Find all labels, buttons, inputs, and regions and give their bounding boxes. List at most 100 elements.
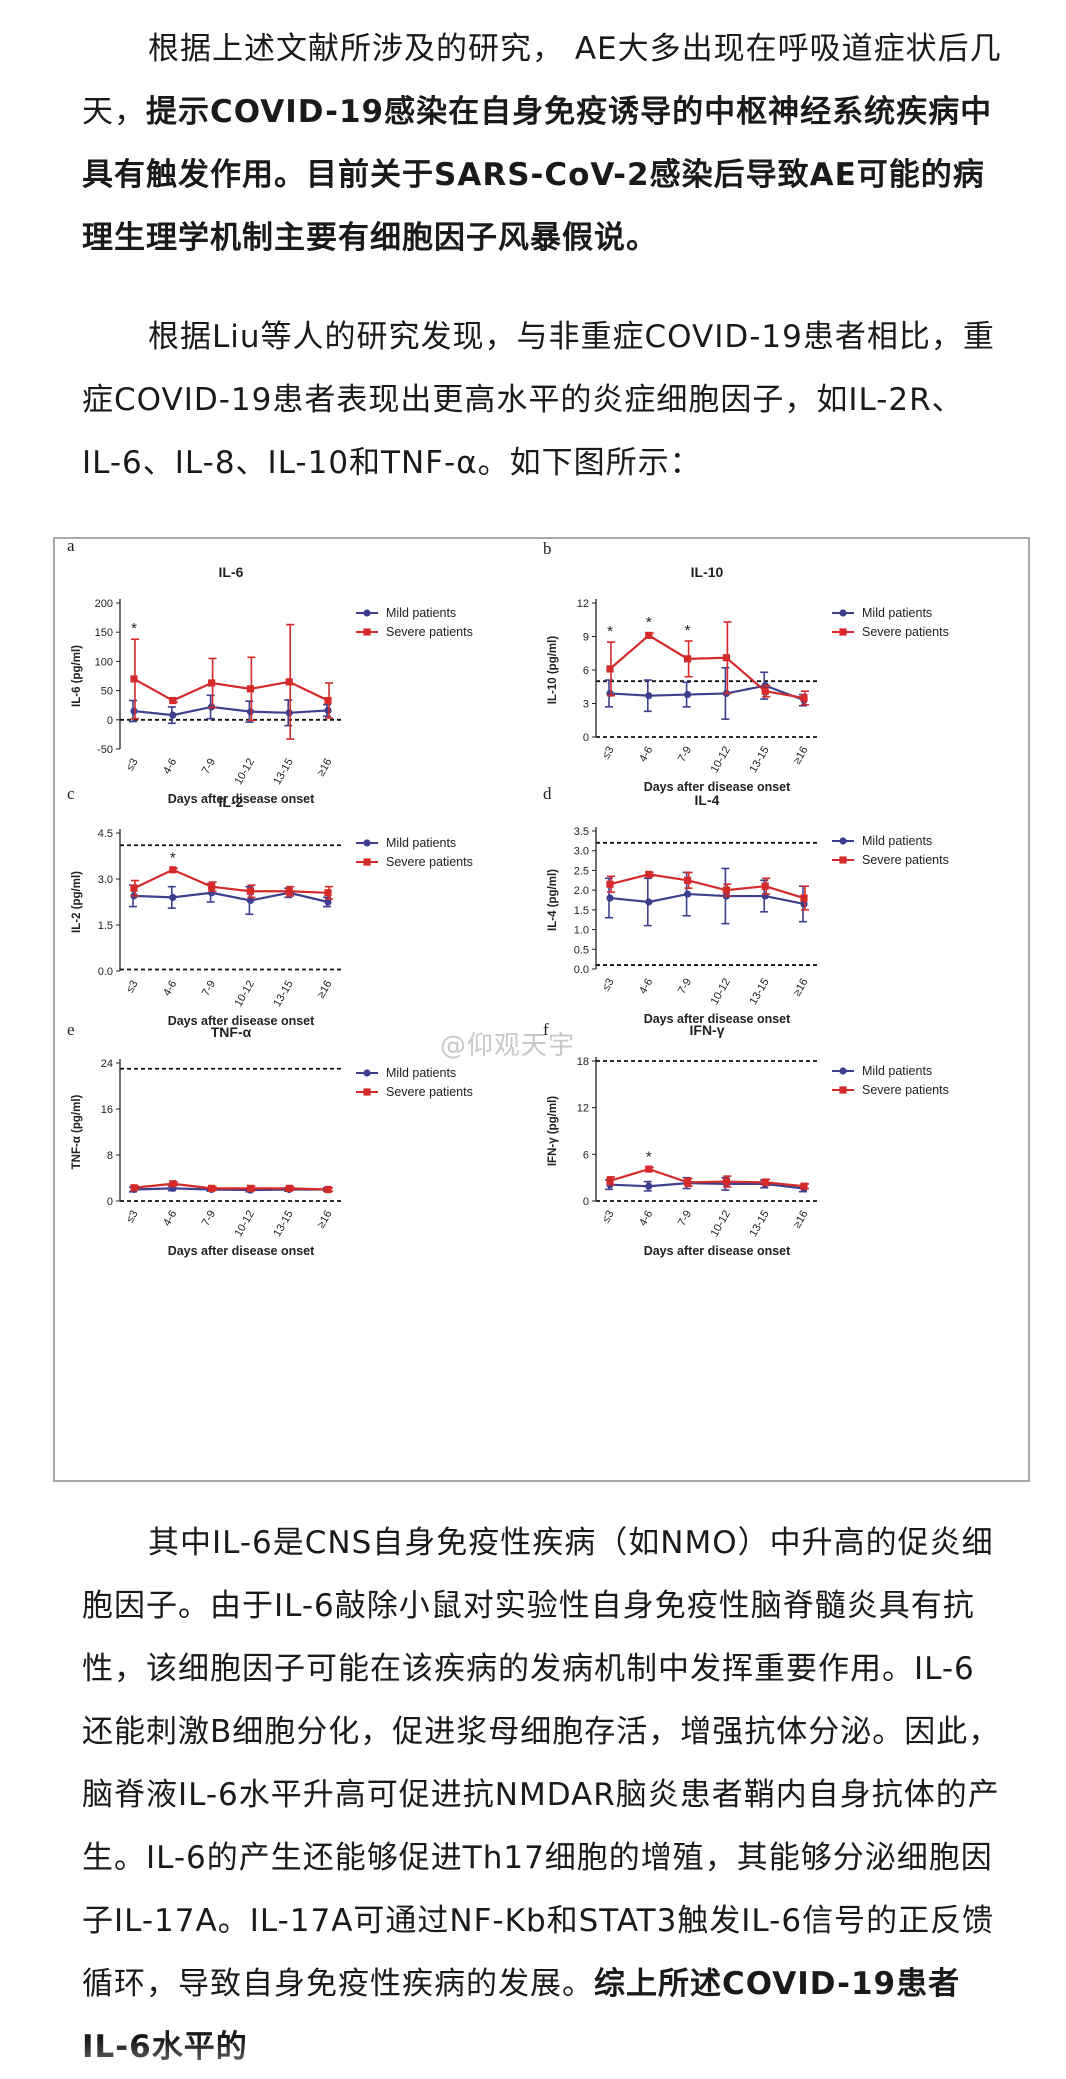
y-axis-label: TNF-α (pg/ml) xyxy=(71,1094,83,1169)
data-point-severe xyxy=(761,687,769,695)
series-line-mild xyxy=(133,891,329,904)
y-tick-label: 3.0 xyxy=(574,846,589,858)
x-tick-label: ≥16 xyxy=(315,979,335,1001)
data-point-severe xyxy=(169,866,177,874)
legend-label: Severe patients xyxy=(386,625,473,639)
series-line-severe xyxy=(609,873,805,900)
panel-letter: a xyxy=(67,539,75,555)
y-tick-label: 8 xyxy=(107,1150,113,1162)
data-point-severe xyxy=(645,1165,653,1173)
legend-marker-severe xyxy=(363,858,371,866)
data-point-severe xyxy=(208,883,216,891)
data-point-mild xyxy=(645,692,653,700)
data-point-severe xyxy=(169,696,177,705)
legend-label: Severe patients xyxy=(862,625,949,639)
panel-d: d IL-4 0.0 0.5 1.0 1.5 2.0 2.5 3.0 3.5 IL-4 (pg/ml… xyxy=(543,784,949,1026)
panel-c: c IL-2 0.0 1.5 3.0 4.5 IL-2 (pg/ml) ≤3 4-6 7-9 10-… xyxy=(67,784,473,1028)
x-tick-label: ≥16 xyxy=(791,745,811,767)
data-point-severe xyxy=(800,894,808,902)
series-line-severe xyxy=(133,677,329,702)
x-tick-label: 7-9 xyxy=(200,757,218,777)
cytokine-figure: a IL-6 -50 0 50 100 150 200 IL-6 (pg/ml) ≤3 4-6 7-9… xyxy=(53,537,1030,1482)
series-line-mild xyxy=(609,684,805,702)
y-tick-label: 0.5 xyxy=(574,944,589,956)
x-tick-label: 7-9 xyxy=(676,1209,694,1229)
x-tick-label: 4-6 xyxy=(161,979,179,999)
significance-star: * xyxy=(646,1149,652,1166)
x-tick-label: ≥16 xyxy=(791,1209,811,1231)
x-tick-label: 4-6 xyxy=(637,1209,655,1229)
data-point-mild xyxy=(645,1182,653,1190)
y-tick-label: 50 xyxy=(101,686,113,698)
y-axis-label: IL-6 (pg/ml) xyxy=(71,645,83,707)
x-tick-label: ≤3 xyxy=(600,977,616,994)
x-tick-label: 10-12 xyxy=(709,1209,733,1239)
legend-marker-mild xyxy=(839,1067,847,1075)
legend-label: Mild patients xyxy=(386,1066,456,1080)
data-point-severe xyxy=(324,889,332,897)
significance-star: * xyxy=(646,614,652,631)
data-point-severe xyxy=(130,884,138,892)
data-point-severe xyxy=(645,631,653,639)
significance-star: * xyxy=(685,622,691,639)
x-tick-label: 10-12 xyxy=(233,757,257,787)
y-tick-label: 9 xyxy=(583,632,589,644)
data-point-mild xyxy=(684,690,692,699)
data-point-severe xyxy=(208,679,216,687)
significance-star: * xyxy=(131,620,137,637)
legend-label: Mild patients xyxy=(862,1064,932,1078)
y-tick-label: 18 xyxy=(577,1056,589,1068)
paragraph-3: 其中IL-6是CNS自身免疫性疾病（如NMO）中升高的促炎细胞因子。由于IL-6… xyxy=(82,1512,1002,2079)
panel-b: b IL-10 0 3 6 9 12 IL-10 (pg/ml) ≤3 4-6 7-9 10-12 13… xyxy=(543,539,949,794)
x-tick-label: 10-12 xyxy=(709,745,733,775)
legend-label: Severe patients xyxy=(862,1083,949,1097)
panel-letter: d xyxy=(543,784,552,803)
legend-marker-severe xyxy=(839,856,847,864)
data-point-severe xyxy=(645,870,653,878)
data-point-severe xyxy=(684,655,692,663)
y-tick-label: 2.5 xyxy=(574,865,589,877)
x-tick-label: 7-9 xyxy=(676,745,694,765)
legend-marker-severe xyxy=(839,1086,847,1094)
data-point-severe xyxy=(130,675,138,683)
significance-star: * xyxy=(607,623,613,640)
data-point-severe xyxy=(800,694,808,702)
x-tick-label: 13-15 xyxy=(271,979,295,1009)
x-tick-label: ≥16 xyxy=(315,757,335,779)
data-point-mild xyxy=(645,898,653,906)
data-point-mild xyxy=(130,707,138,715)
data-point-severe xyxy=(130,1184,138,1192)
data-point-mild xyxy=(169,893,177,901)
data-point-severe xyxy=(722,654,730,662)
series-line-severe xyxy=(133,868,329,894)
legend-marker-mild xyxy=(839,609,847,617)
y-tick-label: 0 xyxy=(107,1196,113,1208)
y-axis-label: IL-4 (pg/ml) xyxy=(547,869,559,931)
y-tick-label: 200 xyxy=(95,598,113,610)
x-axis-label: Days after disease onset xyxy=(168,1014,315,1028)
panel-letter: c xyxy=(67,784,75,803)
series-line-severe xyxy=(609,1167,805,1188)
x-tick-label: 13-15 xyxy=(271,757,295,787)
y-axis-label: IL-2 (pg/ml) xyxy=(71,871,83,933)
x-tick-label: 10-12 xyxy=(233,1209,257,1239)
y-axis-label: IFN-γ (pg/ml) xyxy=(547,1096,559,1166)
chart-title: IL-4 xyxy=(695,792,720,808)
x-tick-label: 13-15 xyxy=(747,745,771,775)
x-tick-label: ≥16 xyxy=(315,1209,335,1231)
series-line-severe xyxy=(133,1182,329,1191)
legend-marker-severe xyxy=(363,1088,371,1096)
legend-marker-mild xyxy=(363,1069,371,1077)
legend-marker-severe xyxy=(363,628,371,636)
y-tick-label: 0 xyxy=(583,1196,589,1208)
figure-svg: a IL-6 -50 0 50 100 150 200 IL-6 (pg/ml) ≤3 4-6 7-9… xyxy=(67,539,949,1258)
data-point-severe xyxy=(606,665,614,673)
paragraph-1: 根据上述文献所涉及的研究， AE大多出现在呼吸道症状后几天，提示COVID-19… xyxy=(82,18,1002,270)
y-tick-label: 2.0 xyxy=(574,885,589,897)
chart-title: TNF-α xyxy=(211,1024,252,1040)
bottom-fade xyxy=(0,2040,1066,2077)
legend-label: Mild patients xyxy=(862,834,932,848)
y-tick-label: 12 xyxy=(577,1103,589,1115)
data-point-severe xyxy=(324,696,332,705)
y-tick-label: 3.0 xyxy=(98,874,113,886)
